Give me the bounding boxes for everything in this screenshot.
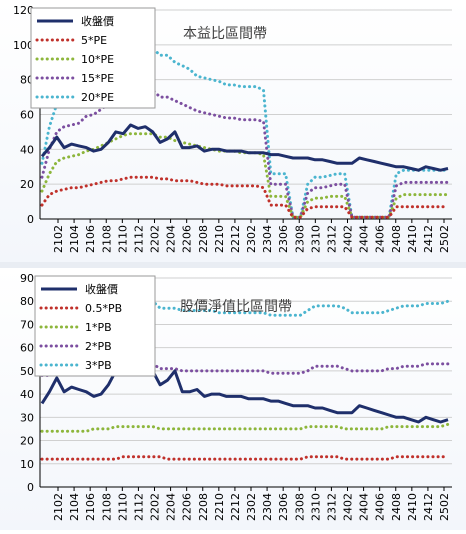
x-tick-label: 2408 (390, 493, 403, 521)
y-tick-label: 20 (20, 178, 34, 191)
y-tick-label: 20 (20, 435, 34, 448)
x-tick-label: 2404 (358, 225, 371, 253)
x-tick-label: 2206 (181, 225, 194, 253)
pe-band-chart-panel: 0 20 40 60 80 100 120 2102 2104 2106 2108 2110 2112 2… (0, 0, 466, 262)
y-tick-label: 70 (20, 318, 34, 331)
x-tick-label: 2208 (197, 493, 210, 521)
x-tick-label: 2412 (422, 225, 435, 253)
legend-label: 2*PB (85, 340, 112, 353)
x-tick-label: 2210 (213, 493, 226, 521)
x-tick-label: 2204 (165, 493, 178, 521)
y-tick-label: 10 (20, 458, 34, 471)
x-tick-label: 2112 (132, 225, 145, 253)
y-tick-label: 40 (20, 388, 34, 401)
legend-label: 0.5*PB (85, 302, 122, 315)
series-line-0 (40, 360, 449, 424)
x-tick-label: 2310 (309, 225, 322, 253)
legend-box (34, 275, 156, 377)
x-tick-label: 2202 (149, 493, 162, 521)
legend-label: 20*PE (81, 91, 114, 104)
y-tick-label: 0 (27, 481, 34, 494)
chart-divider (0, 262, 466, 268)
x-tick-label: 2308 (293, 225, 306, 253)
x-tick-label: 2308 (293, 493, 306, 521)
legend-label: 收盤價 (81, 14, 114, 28)
legend-label: 10*PE (81, 53, 114, 66)
x-tick-label: 2304 (261, 493, 274, 521)
x-tick-label: 2404 (358, 493, 371, 521)
pb-band-chart-panel: 0 10 20 30 40 50 60 70 80 90 2102 2104 2106 2108 2110 2… (0, 268, 466, 530)
x-tick-label: 2212 (229, 493, 242, 521)
series-line-1 (40, 175, 450, 219)
legend-label: 收盤價 (85, 282, 118, 296)
series-line-4 (40, 299, 450, 322)
y-tick-label: 60 (20, 109, 34, 122)
x-tick-label: 2408 (390, 225, 403, 253)
x-tick-label: 2302 (245, 225, 258, 253)
x-tick-label: 2210 (213, 225, 226, 253)
legend-label: 3*PB (85, 359, 112, 372)
x-tick-label: 2206 (181, 493, 194, 521)
x-tick-label: 2502 (438, 225, 451, 253)
x-tick-label: 2502 (438, 493, 451, 521)
legend-label: 15*PE (81, 72, 114, 85)
x-tick-label: 2312 (325, 225, 338, 253)
x-tick-label: 2412 (422, 493, 435, 521)
x-tick-label: 2104 (68, 225, 81, 253)
x-tick-label: 2102 (52, 493, 65, 521)
series-line-2 (40, 422, 450, 433)
x-tick-label: 2106 (84, 225, 97, 253)
x-tick-label: 2402 (342, 225, 355, 253)
x-tick-label: 2212 (229, 225, 242, 253)
x-tick-label: 2406 (374, 493, 387, 521)
y-tick-label: 50 (20, 365, 34, 378)
y-tick-label: 0 (27, 213, 34, 226)
x-tick-label: 2208 (197, 225, 210, 253)
y-tick-label: 90 (20, 272, 34, 285)
y-tick-label: 100 (13, 39, 34, 52)
x-tick-label: 2102 (52, 225, 65, 253)
chart-title: 股價淨值比區間帶 (180, 298, 292, 315)
x-tick-label: 2110 (116, 493, 129, 521)
x-tick-label: 2310 (309, 493, 322, 521)
x-tick-label: 2306 (277, 493, 290, 521)
x-tick-label: 2406 (374, 225, 387, 253)
y-tick-label: 80 (20, 295, 34, 308)
x-tick-label: 2106 (84, 493, 97, 521)
x-tick-label: 2110 (116, 225, 129, 253)
x-tick-label: 2202 (149, 225, 162, 253)
x-tick-label: 2410 (406, 493, 419, 521)
x-tick-label: 2410 (406, 225, 419, 253)
x-tick-label: 2112 (132, 493, 145, 521)
x-tick-label: 2104 (68, 493, 81, 521)
legend-label: 5*PE (81, 34, 107, 47)
y-tick-label: 60 (20, 342, 34, 355)
series-line-3 (40, 88, 450, 219)
legend-label: 1*PB (85, 321, 112, 334)
y-tick-label: 40 (20, 143, 34, 156)
y-tick-label: 30 (20, 411, 34, 424)
series-line-0 (40, 123, 449, 172)
x-tick-label: 2306 (277, 225, 290, 253)
x-tick-label: 2312 (325, 493, 338, 521)
chart-title: 本益比區間帶 (183, 26, 267, 42)
x-tick-label: 2304 (261, 225, 274, 253)
x-tick-label: 2302 (245, 493, 258, 521)
x-tick-label: 2402 (342, 493, 355, 521)
x-tick-label: 2108 (100, 493, 113, 521)
series-line-1 (40, 455, 450, 461)
legend-box (30, 7, 156, 109)
y-tick-label: 120 (13, 4, 34, 17)
x-tick-label: 2204 (165, 225, 178, 253)
x-tick-label: 2108 (100, 225, 113, 253)
